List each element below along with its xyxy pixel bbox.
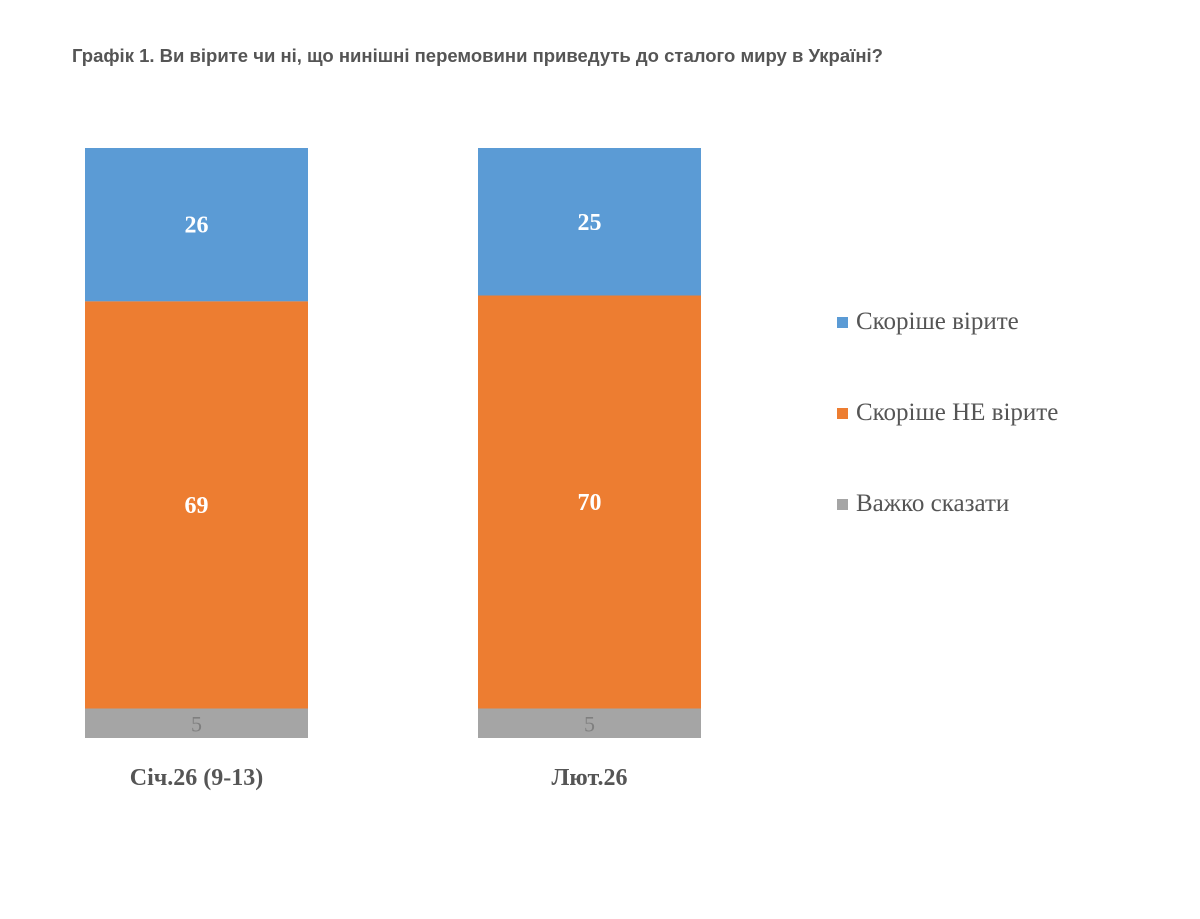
bar-segment — [85, 148, 308, 302]
data-label: 25 — [578, 210, 602, 236]
legend-label: Скоріше вірите — [856, 308, 1019, 335]
category-label: Лют.26 — [552, 765, 628, 791]
bar-segment — [478, 148, 701, 296]
category-label: Січ.26 (9-13) — [130, 765, 264, 791]
bar-segment — [85, 301, 308, 709]
data-label: 5 — [191, 711, 202, 736]
data-label: 69 — [185, 493, 209, 519]
legend-swatch — [837, 317, 848, 328]
legend-swatch — [837, 499, 848, 510]
legend-label: Скоріше НЕ вірите — [856, 399, 1058, 426]
chart-title: Графік 1. Ви вірите чи ні, що нинішні пе… — [72, 45, 883, 66]
legend-swatch — [837, 408, 848, 419]
data-label: 70 — [578, 490, 602, 516]
bar-segment — [478, 295, 701, 709]
bar-segment — [478, 708, 701, 738]
data-label: 5 — [584, 711, 595, 736]
bar-segment — [85, 708, 308, 738]
data-label: 26 — [185, 213, 209, 239]
legend-label: Важко сказати — [856, 490, 1009, 517]
